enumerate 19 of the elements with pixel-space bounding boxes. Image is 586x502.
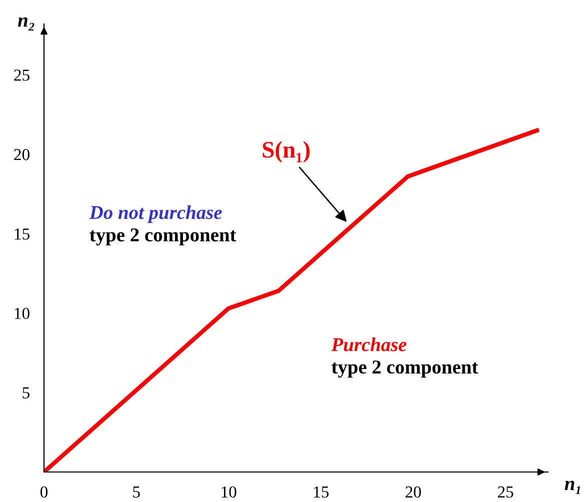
annotation: Purchase <box>331 338 406 352</box>
y-tick-label: 20 <box>14 148 30 160</box>
annotation: type 2 component <box>90 228 236 246</box>
annotation: type 2 component <box>332 360 478 378</box>
y-tick-label: 15 <box>14 228 30 240</box>
line-series <box>44 128 540 472</box>
x-tick-label: 5 <box>133 486 140 498</box>
x-tick-label: 25 <box>498 486 514 498</box>
x-tick-label: 10 <box>222 486 236 498</box>
x-axis-title: n₁ <box>564 480 580 494</box>
x-tick-label: 20 <box>406 486 421 498</box>
y-tick-label: 25 <box>14 70 30 81</box>
annotation: Do not purchase <box>89 205 222 224</box>
x-tick-label: 0 <box>40 486 48 498</box>
y-axis-title: n₂ <box>18 17 34 31</box>
annotation: S(n₁) <box>262 141 310 163</box>
y-tick-label: 5 <box>22 387 30 399</box>
y-tick-label: 10 <box>14 308 30 320</box>
x-tick-label: 15 <box>314 486 329 498</box>
